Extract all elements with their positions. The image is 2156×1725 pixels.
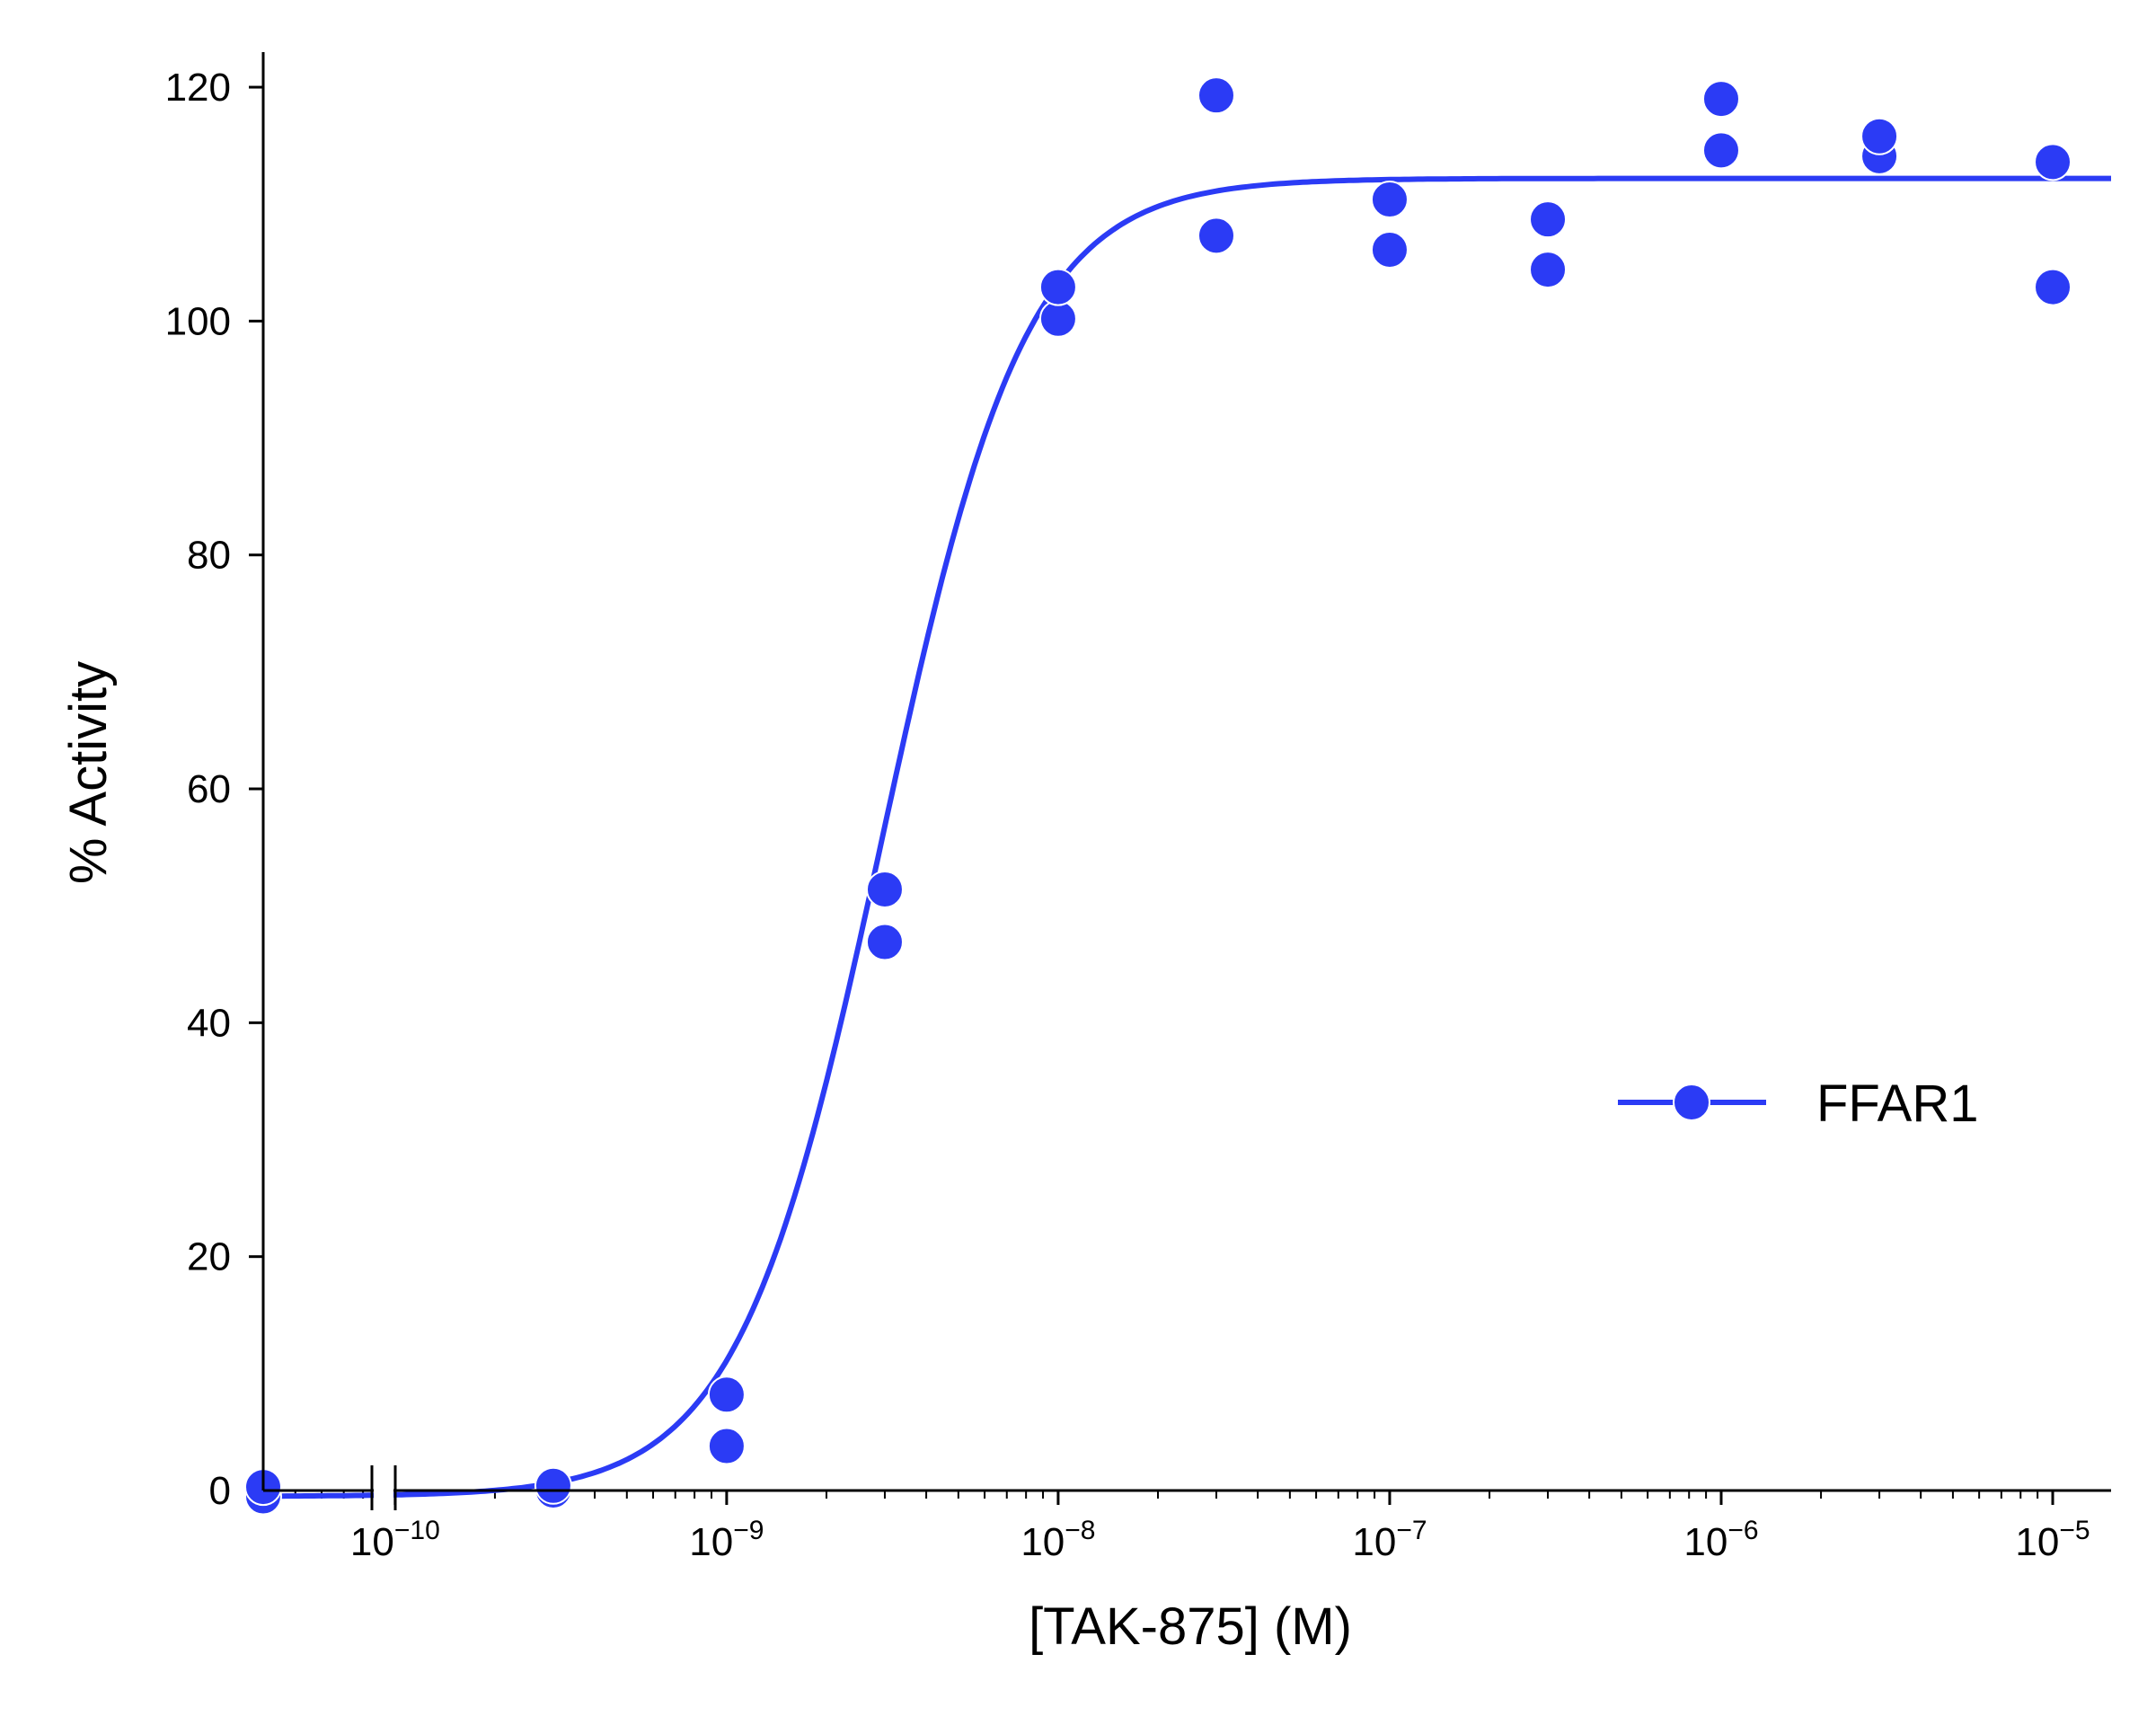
x-tick-label: 10−8 — [1021, 1516, 1095, 1564]
data-point-ffar1 — [1701, 80, 1740, 119]
data-points-layer — [244, 76, 2072, 1516]
legend-label: FFAR1 — [1816, 1075, 1979, 1133]
y-tick-label: 100 — [165, 299, 231, 343]
data-point-ffar1 — [1701, 131, 1740, 170]
data-point-ffar1 — [534, 1466, 572, 1505]
data-point-ffar1 — [1529, 200, 1568, 239]
data-point-ffar1 — [2034, 268, 2072, 306]
data-point-ffar1 — [2034, 143, 2072, 181]
y-tick-label: 120 — [165, 66, 231, 110]
x-tick-label: 10−7 — [1352, 1516, 1427, 1564]
x-tick-label: 10−6 — [1683, 1516, 1758, 1564]
y-tick-label: 80 — [187, 534, 231, 578]
x-tick-label: 10−10 — [350, 1516, 440, 1564]
data-point-ffar1 — [1197, 76, 1235, 115]
fit-curve-ffar1 — [263, 175, 2111, 1499]
y-tick-label: 20 — [187, 1235, 231, 1279]
y-tick-label: 0 — [209, 1469, 231, 1513]
data-point-ffar1 — [865, 923, 904, 961]
y-tick-label: 60 — [187, 767, 231, 811]
x-tick-label: 10−9 — [689, 1516, 764, 1564]
fit-curve-layer — [263, 175, 2111, 1499]
data-point-ffar1 — [865, 870, 904, 908]
data-point-ffar1 — [1197, 217, 1235, 255]
axis-break-marker — [370, 1460, 397, 1514]
data-point-ffar1 — [1038, 268, 1077, 306]
x-tick-label: 10−5 — [2015, 1516, 2090, 1564]
data-point-ffar1 — [1529, 251, 1568, 289]
data-point-ffar1 — [1370, 230, 1409, 269]
data-point-ffar1 — [1860, 117, 1899, 155]
y-axis-title: % Activity — [59, 661, 118, 884]
x-axis-title: [TAK-875] (M) — [1029, 1597, 1352, 1656]
data-point-ffar1 — [707, 1376, 746, 1414]
data-point-ffar1 — [1370, 181, 1409, 219]
legend: FFAR1 — [1618, 1075, 1979, 1133]
y-tick-label: 40 — [187, 1001, 231, 1045]
data-point-ffar1 — [1038, 299, 1077, 338]
y-axis-ticks: 0 20 40 60 80 100 120 — [165, 66, 263, 1513]
data-point-ffar1 — [707, 1427, 746, 1465]
x-axis-ticks: 10−10 10−9 10−8 10−7 10−6 10−5 — [262, 1491, 2090, 1564]
legend-dot-marker — [1673, 1084, 1710, 1121]
